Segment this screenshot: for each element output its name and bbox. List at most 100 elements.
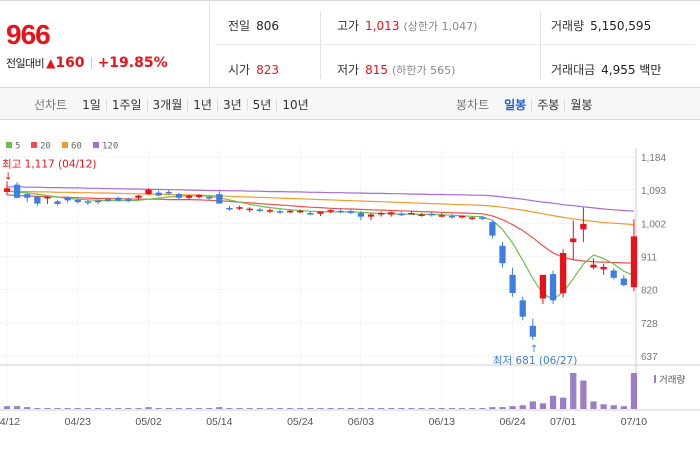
volume-bar [44,408,51,409]
volume-bar [84,408,92,409]
price-summary-panel: 966 전일대비 ▲ 160 +19.85% 전일 806 고가 1,013 (… [0,0,700,88]
candle-body [580,223,587,230]
upper-limit: (상한가 1,047) [403,19,478,33]
volume-bar [600,404,607,409]
divider [320,11,321,79]
candle-body [509,274,516,294]
high-value: 1,013 [365,18,400,33]
volume-bar [206,408,213,409]
volume-bar [226,408,233,409]
volume-bar [630,373,638,409]
candle-body [539,274,547,299]
volume-bar [13,406,21,409]
volume-bar [398,408,405,409]
volume-bar [256,408,263,409]
tab-3month[interactable]: 3개월 [148,98,189,111]
candle-body [64,197,71,201]
open-value: 823 [256,62,279,77]
low-annotation: 최저 681 (06/27) [493,355,577,367]
tab-1year[interactable]: 1년 [188,98,218,111]
volume-label: 거래량 [551,19,585,33]
line-chart-tabs: 선차트 1일 1주일 3개월 1년 3년 5년 10년 [34,96,314,113]
high-stat: 고가 1,013 (상한가 1,047) [337,17,477,34]
high-annotation: 최고 1,117 (04/12) [2,158,97,170]
volume-bar [327,408,334,409]
x-tick-label: 07/01 [550,416,576,428]
volume-bar [135,408,142,409]
volume-stat: 거래량 5,150,595 [551,17,651,34]
prev-close-label: 전일 [228,19,251,33]
line-chart-title: 선차트 [34,98,68,112]
volume-bar [378,408,385,409]
volume-bar [317,408,324,409]
volume-bar [560,397,567,409]
tab-1day[interactable]: 1일 [77,98,107,111]
ma20-line [6,194,634,264]
volume-bar [3,406,11,409]
high-label: 고가 [337,19,360,33]
candle-body [489,222,496,236]
candle-body [13,184,21,198]
low-value: 815 [365,62,388,77]
tab-1week[interactable]: 1주일 [107,98,148,111]
candle-body [337,210,344,213]
tab-weekly[interactable]: 주봉 [532,98,566,111]
volume-bar [438,408,445,409]
legend-swatch [62,142,68,148]
candle-body [378,213,385,215]
candle-body [54,201,61,204]
tab-3year[interactable]: 3년 [218,98,248,111]
volume-bar [519,405,526,409]
x-tick-label: 05/02 [135,416,161,428]
candle-body [34,196,41,204]
candle-body [94,200,102,203]
up-arrow-icon: ▲ [46,56,56,70]
volume-bar [529,401,536,409]
volume-bar [357,408,365,409]
open-label: 시가 [228,63,251,77]
candlestick-chart: 1,184 1,093 1,002 911 820 728 637 5 20 60 120 최고 1,… [0,142,700,428]
x-tick-label: 07/10 [621,416,647,428]
prev-close-value: 806 [256,18,279,33]
tab-10year[interactable]: 10년 [282,97,309,112]
candle-body [438,215,445,217]
volume-bar [367,408,375,409]
candle-body [44,197,51,199]
y-tick-label: 1,184 [641,153,666,164]
prev-close-stat: 전일 806 [228,17,279,34]
volume-bar [590,401,597,409]
volume-bar [428,408,435,409]
candle-body [479,217,486,219]
candle-body [549,274,557,301]
volume-bar [388,408,395,409]
tab-daily[interactable]: 일봉 [499,98,533,111]
candle-body [297,210,304,213]
volume-bar [458,408,466,409]
legend-label: 60 [71,142,82,152]
candle-body [135,195,142,198]
candle-body [185,195,193,198]
open-stat: 시가 823 [228,61,279,78]
x-tick-label: 06/03 [348,416,374,428]
candle-body [236,207,243,209]
tab-monthly[interactable]: 월봉 [570,97,593,112]
low-stat: 저가 815 (하한가 565) [337,61,455,78]
volume-bar [307,408,314,409]
volume-bar [549,395,557,409]
candle-body [175,194,183,198]
volume-bar [509,406,516,409]
trade-value-stat: 거래대금 4,955 백만 [551,61,661,78]
legend-label: 20 [40,142,51,152]
candle-chart-title: 봉차트 [456,98,490,112]
volume-bar [64,408,71,409]
x-tick-label: 05/24 [287,416,313,428]
candle-body [428,213,435,216]
volume-bar [347,408,354,409]
change-percent: +19.85% [97,55,168,71]
volume-bar [145,407,152,409]
tab-5year[interactable]: 5년 [248,98,278,111]
ma60-line [6,190,634,226]
volume-legend-label: 거래량 [659,374,685,386]
volume-bar [408,408,415,409]
candle-body [469,217,476,219]
